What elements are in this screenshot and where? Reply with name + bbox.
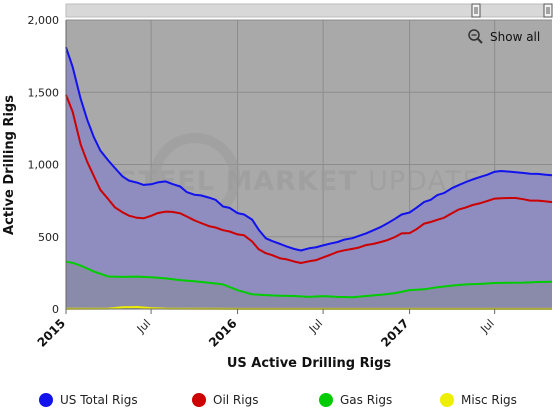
legend-marker[interactable] bbox=[39, 393, 53, 407]
y-tick-label: 0 bbox=[52, 303, 59, 316]
legend-item-4[interactable]: Misc Rigs bbox=[440, 393, 517, 407]
show-all-button[interactable]: Show all bbox=[468, 29, 540, 44]
legend-marker[interactable] bbox=[440, 393, 454, 407]
x-axis-title: US Active Drilling Rigs bbox=[227, 356, 392, 371]
series-line-1 bbox=[65, 46, 553, 252]
series-area-3 bbox=[66, 261, 552, 309]
series-areas bbox=[66, 47, 552, 310]
legend-label[interactable]: Oil Rigs bbox=[213, 393, 258, 407]
legend-item-2[interactable]: Oil Rigs bbox=[192, 393, 258, 407]
x-axis-ticks: 2015 Jul 2016 Jul 2017 Jul bbox=[35, 309, 497, 350]
series-line-2 bbox=[65, 94, 553, 264]
legend-item-3[interactable]: Gas Rigs bbox=[319, 393, 392, 407]
y-tick-label: 1,500 bbox=[28, 86, 60, 99]
range-navigator[interactable] bbox=[65, 3, 553, 18]
x-tick-label: 2016 bbox=[206, 316, 240, 350]
navigator-right-handle[interactable] bbox=[543, 3, 553, 18]
legend-label[interactable]: US Total Rigs bbox=[60, 393, 138, 407]
y-tick-label: 1,000 bbox=[28, 159, 60, 172]
zoom-out-icon-handle bbox=[477, 38, 483, 44]
legend-item-1[interactable]: US Total Rigs bbox=[39, 393, 138, 407]
x-tick-label: Jul bbox=[134, 317, 153, 336]
zoom-out-icon[interactable] bbox=[468, 29, 480, 41]
series-area-1 bbox=[66, 47, 552, 310]
x-tick-label: 2015 bbox=[35, 316, 69, 350]
series-lines bbox=[65, 46, 553, 310]
legend-label[interactable]: Misc Rigs bbox=[461, 393, 517, 407]
navigator-left-handle[interactable] bbox=[471, 3, 481, 18]
series-line-3 bbox=[65, 260, 553, 299]
y-tick-label: 2,000 bbox=[28, 14, 60, 27]
x-tick-label: Jul bbox=[477, 317, 496, 336]
legend-marker[interactable] bbox=[192, 393, 206, 407]
legend-marker[interactable] bbox=[319, 393, 333, 407]
y-axis-title: Active Drilling Rigs bbox=[2, 95, 17, 235]
y-axis-ticks: 0 500 1,000 1,500 2,000 bbox=[28, 14, 60, 316]
chart-legend: US Total Rigs Oil Rigs Gas Rigs Misc Rigs bbox=[39, 393, 517, 407]
y-tick-label: 500 bbox=[38, 231, 59, 244]
legend-label[interactable]: Gas Rigs bbox=[340, 393, 392, 407]
x-tick-label: 2017 bbox=[378, 316, 412, 350]
show-all-label[interactable]: Show all bbox=[490, 30, 540, 44]
x-tick-label: Jul bbox=[306, 317, 325, 336]
